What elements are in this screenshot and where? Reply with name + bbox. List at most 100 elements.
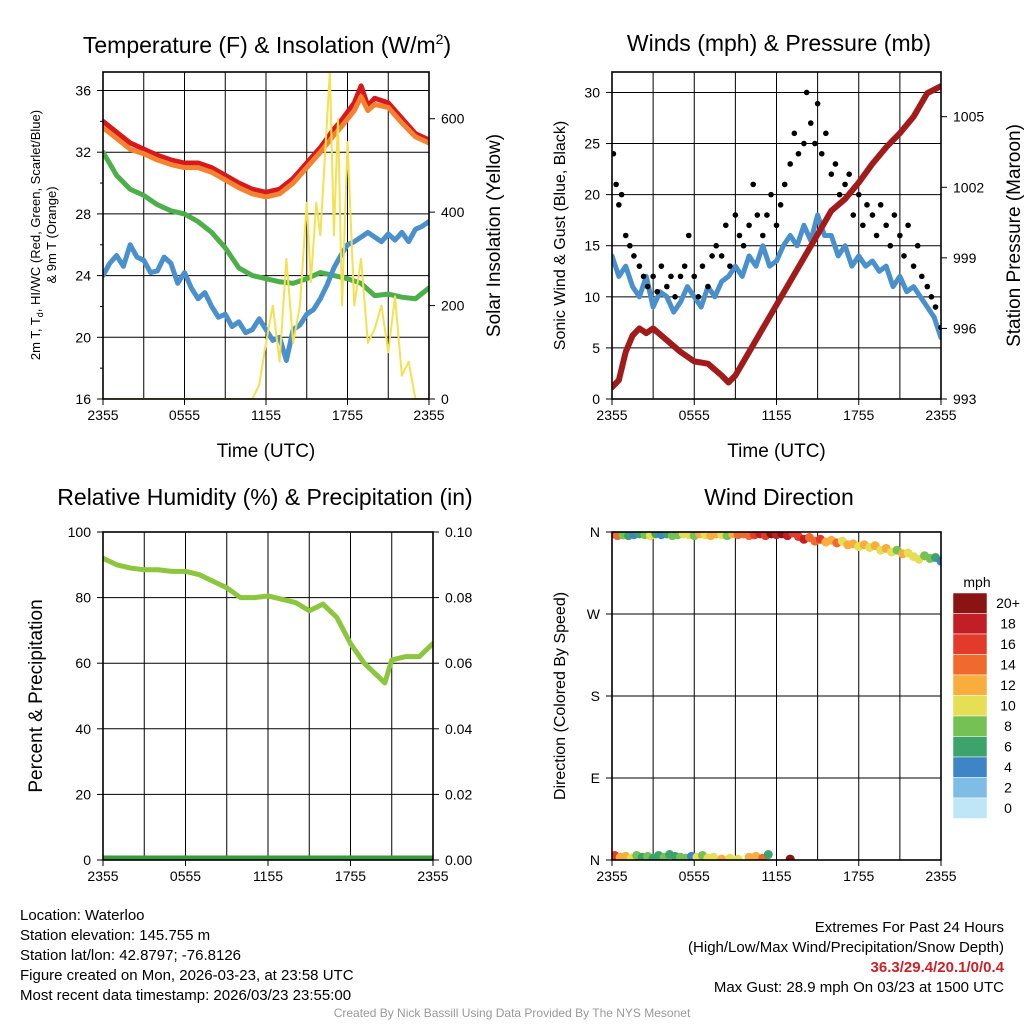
gust-point [718, 253, 725, 259]
y-tick-label: E [591, 770, 600, 786]
x-tick-label: 2355 [87, 868, 118, 884]
x-tick-label: 1155 [761, 868, 791, 884]
gust-point [828, 171, 835, 177]
gust-point [654, 288, 661, 295]
direction-point [744, 852, 754, 860]
y2-tick-label: 1002 [953, 179, 984, 195]
extremes-values: 36.3/29.4/20.1/0/0.4 [870, 959, 1004, 976]
gust-point [622, 232, 629, 239]
direction-point [751, 851, 761, 860]
y2-tick-label: 600 [441, 111, 465, 127]
y-tick-label: 0 [83, 852, 91, 868]
colorbar-swatch [952, 695, 988, 717]
gust-point [812, 140, 818, 147]
gust-point [612, 150, 617, 157]
colorbar-swatch [952, 592, 988, 614]
x-tick-label: 1155 [251, 407, 281, 423]
y-tick-label: 28 [75, 206, 91, 222]
gust-point [644, 283, 651, 290]
gust-point [705, 283, 711, 290]
gust-point [650, 273, 656, 280]
gust-point [616, 202, 622, 208]
y2-tick-label: 0.00 [445, 852, 472, 868]
gust-point [914, 242, 921, 249]
chart-title-wind: Winds (mph) & Pressure (mb) [627, 30, 931, 56]
x-tick-label: 2355 [596, 868, 627, 884]
y-tick-label: 30 [584, 84, 600, 100]
x-tick-label: 1755 [332, 407, 363, 423]
y-axis-label-line2: & 9m T (Orange) [44, 186, 59, 283]
extremes-subtitle: (High/Low/Max Wind/Precipitation/Snow De… [688, 939, 1004, 956]
colorbar-swatch [952, 756, 988, 778]
gust-point [807, 120, 814, 126]
y-tick-label: N [590, 852, 600, 868]
x-tick-label: 1755 [843, 868, 874, 884]
y2-tick-label: 0.06 [445, 655, 472, 671]
gust-point [846, 171, 852, 177]
created-text: Figure created on Mon, 2026-03-23, at 23… [20, 967, 354, 984]
gust-point [897, 232, 903, 239]
x-tick-label: 2355 [417, 868, 448, 884]
extremes-info: Extremes For Past 24 Hours (High/Low/Max… [688, 918, 1004, 998]
y2-tick-label: 0.04 [445, 721, 472, 737]
gust-point [627, 242, 633, 249]
gust-point [613, 181, 619, 188]
colorbar-label: 8 [1004, 718, 1012, 734]
y-axis-label: Direction (Colored By Speed) [552, 592, 569, 800]
gust-point [658, 263, 665, 269]
colorbar-swatch [952, 715, 988, 737]
series-line-2m-td [103, 219, 429, 363]
gust-point [928, 294, 935, 300]
y-tick-label: 20 [584, 187, 600, 203]
latlon-text: Station lat/lon: 42.8797; -76.8126 [20, 947, 242, 964]
gust-point [795, 150, 802, 157]
gust-point [740, 242, 747, 249]
gust-point [910, 263, 917, 269]
gust-point [750, 181, 756, 188]
y2-tick-label: 0.02 [445, 786, 472, 802]
gust-point [791, 130, 798, 137]
x-axis-label: Time (UTC) [727, 441, 826, 462]
gust-point [860, 222, 866, 229]
x-tick-label: 2355 [925, 407, 956, 423]
y-axis-label: Sonic Wind & Gust (Blue, Black) [552, 121, 569, 350]
gust-point [764, 212, 770, 218]
x-tick-label: 1155 [253, 868, 283, 884]
gust-point [901, 253, 907, 259]
gust-point [699, 263, 706, 269]
panel-temp: Temperature (F) & Insolation (W/m2) 16 20 2… [28, 31, 505, 462]
y-tick-label: 20 [75, 329, 91, 345]
gust-point [924, 283, 931, 290]
y2-tick-label: 0.08 [445, 590, 472, 606]
plot-frame [611, 71, 942, 400]
gust-point [685, 232, 692, 239]
x-tick-label: 0555 [170, 868, 201, 884]
gust-point [818, 150, 825, 157]
panel-rh: Relative Humidity (%) & Precipitation (i… [26, 484, 473, 884]
gust-point [932, 304, 939, 310]
gust-point [736, 232, 743, 239]
x-axis-label: Time (UTC) [217, 441, 316, 462]
max-gust-text: Max Gust: 28.9 mph On 03/23 at 1500 UTC [713, 979, 1004, 996]
gust-point [864, 202, 870, 208]
gust-point [618, 191, 625, 198]
gust-point [773, 222, 780, 229]
gust-point [636, 263, 643, 269]
direction-point [725, 853, 735, 860]
plot-frame [102, 71, 430, 400]
gust-point [887, 242, 894, 249]
y-tick-label: N [590, 524, 600, 540]
location-text: Location: Waterloo [20, 907, 145, 924]
y-tick-label: 36 [75, 83, 91, 99]
plot-frame [102, 531, 434, 861]
colorbar-label: 10 [1000, 698, 1016, 714]
series-line-sonic-wind [612, 212, 941, 341]
colorbar-swatch [952, 613, 988, 635]
y2-tick-label: 200 [441, 298, 465, 314]
colorbar-label: 14 [1000, 657, 1016, 673]
series-line-9m-t [103, 94, 429, 200]
y-tick-label: 24 [75, 268, 91, 284]
direction-point [936, 556, 941, 566]
